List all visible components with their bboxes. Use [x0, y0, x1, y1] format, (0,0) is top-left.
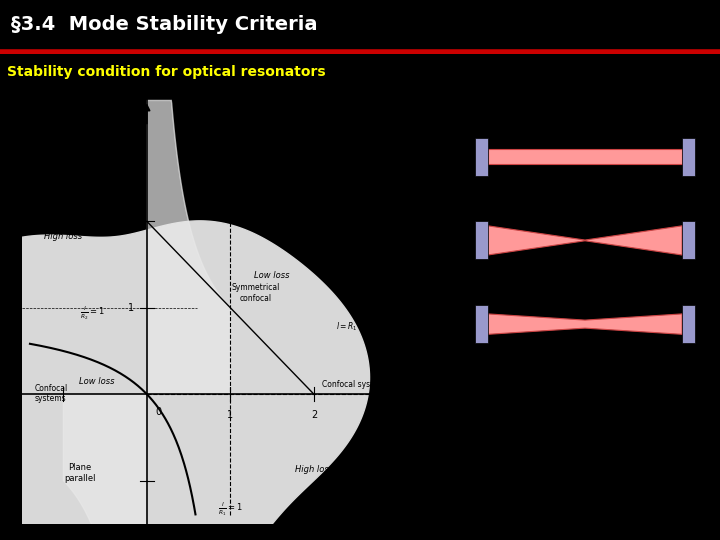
Text: High loss: High loss	[45, 232, 82, 241]
Text: $R_2=L/2$: $R_2=L/2$	[672, 207, 703, 219]
Polygon shape	[488, 314, 682, 334]
Polygon shape	[0, 221, 369, 540]
Text: $R_2=\infty$: $R_2=\infty$	[677, 123, 703, 136]
Text: $\frac{l}{R_2}=1$: $\frac{l}{R_2}=1$	[81, 304, 105, 322]
Text: $\frac{l}{R_1}=1$: $\frac{l}{R_1}=1$	[218, 501, 243, 518]
Bar	[682, 221, 695, 259]
Text: $R_1=\infty$: $R_1=\infty$	[467, 123, 493, 136]
Text: Plane
parallel: Plane parallel	[64, 463, 96, 483]
Text: Concentric: Concentric	[356, 249, 401, 258]
Text: $R_1=L$: $R_1=L$	[467, 291, 492, 303]
Text: $\frac{l}{R_2}$: $\frac{l}{R_2}$	[151, 71, 162, 93]
Text: §3.4  Mode Stability Criteria: §3.4 Mode Stability Criteria	[11, 15, 318, 34]
Text: $\frac{l}{R_1}$: $\frac{l}{R_1}$	[438, 383, 449, 406]
Text: Stability condition for optical resonators: Stability condition for optical resonato…	[6, 65, 325, 78]
Text: $R_1=L/2$: $R_1=L/2$	[467, 207, 498, 219]
Bar	[682, 305, 695, 343]
Text: Confocal
systems: Confocal systems	[34, 384, 68, 403]
Polygon shape	[63, 394, 147, 540]
Bar	[475, 138, 488, 176]
Text: High loss: High loss	[295, 465, 333, 474]
Polygon shape	[488, 226, 682, 255]
Text: concentric (spherical): concentric (spherical)	[539, 207, 631, 216]
Text: Confocal systems: Confocal systems	[322, 380, 389, 389]
Polygon shape	[147, 100, 230, 394]
Text: High loss: High loss	[312, 171, 350, 180]
Text: Low loss: Low loss	[79, 377, 114, 386]
Text: $\dfrac{l}{R_1} \cdot \dfrac{l}{R_2} = 1$: $\dfrac{l}{R_1} \cdot \dfrac{l}{R_2} = 1…	[546, 436, 625, 471]
Text: 1: 1	[128, 303, 135, 313]
Bar	[475, 305, 488, 343]
Text: $R_2=L$: $R_2=L$	[678, 291, 703, 303]
Polygon shape	[488, 150, 682, 164]
Text: $0 \leq (1 - \dfrac{l}{R_1})(1 - \dfrac{l}{R_2}) \leq 1$: $0 \leq (1 - \dfrac{l}{R_1})(1 - \dfrac{…	[512, 56, 658, 85]
Text: 2: 2	[128, 217, 135, 226]
Text: $l = R_1 + R_2$: $l = R_1 + R_2$	[336, 320, 376, 333]
Text: Symmetrical
confocal: Symmetrical confocal	[231, 284, 279, 303]
Text: High loss: High loss	[86, 534, 124, 540]
Text: 1: 1	[228, 410, 233, 420]
Text: Low loss: Low loss	[254, 271, 290, 280]
Text: 0: 0	[156, 407, 161, 417]
Bar	[682, 138, 695, 176]
Bar	[475, 221, 488, 259]
Text: 2: 2	[311, 410, 317, 420]
Text: confocal: confocal	[567, 291, 603, 300]
Text: plane-parallel: plane-parallel	[556, 123, 614, 132]
